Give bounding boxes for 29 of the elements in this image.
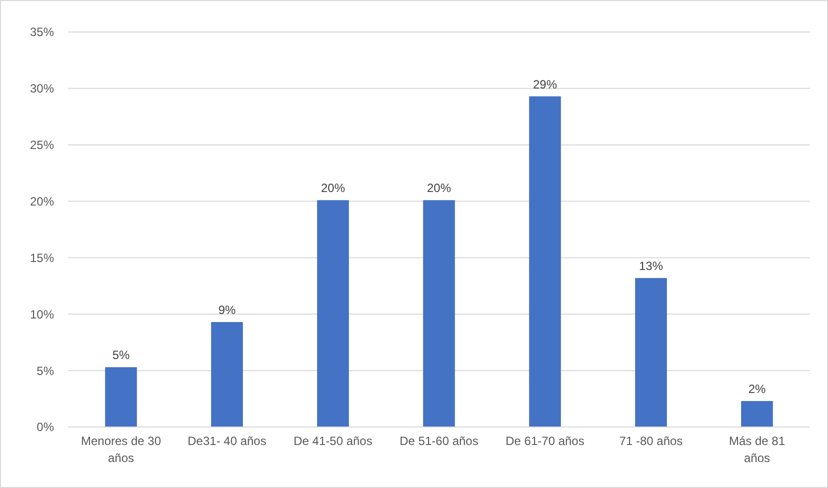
- y-tick-label: 35%: [30, 25, 54, 40]
- x-tick-label: Menores de 30 años: [80, 434, 162, 465]
- y-tick-label: 15%: [30, 250, 54, 265]
- bar: [317, 200, 349, 427]
- bar: [211, 322, 243, 427]
- bar: [423, 200, 455, 427]
- data-label: 20%: [320, 181, 346, 196]
- x-tick-label: 71 -80 años: [619, 434, 683, 448]
- x-tick-label: De31- 40 años: [188, 434, 266, 448]
- y-tick-label: 25%: [30, 138, 54, 152]
- data-label: 2%: [748, 382, 766, 396]
- bar: [741, 401, 773, 427]
- bar: [529, 96, 561, 427]
- y-tick-label: 0%: [36, 420, 54, 434]
- data-label: 5%: [112, 348, 130, 362]
- data-label: 13%: [638, 259, 664, 274]
- y-tick-label: 20%: [30, 194, 54, 208]
- y-tick-label: 10%: [30, 307, 54, 322]
- data-label: 9%: [218, 303, 236, 318]
- data-label: 29%: [532, 77, 558, 92]
- x-tick-label: De 61-70 años: [506, 434, 584, 448]
- data-label: 20%: [426, 181, 452, 196]
- y-tick-label: 30%: [30, 82, 54, 96]
- bar: [635, 278, 667, 427]
- y-tick-label: 5%: [36, 364, 54, 378]
- x-tick-label: De 41-50 años: [294, 434, 372, 448]
- bar: [105, 367, 137, 427]
- x-tick-label: De 51-60 años: [400, 434, 478, 448]
- x-tick-label: Más de 81 años: [728, 434, 786, 465]
